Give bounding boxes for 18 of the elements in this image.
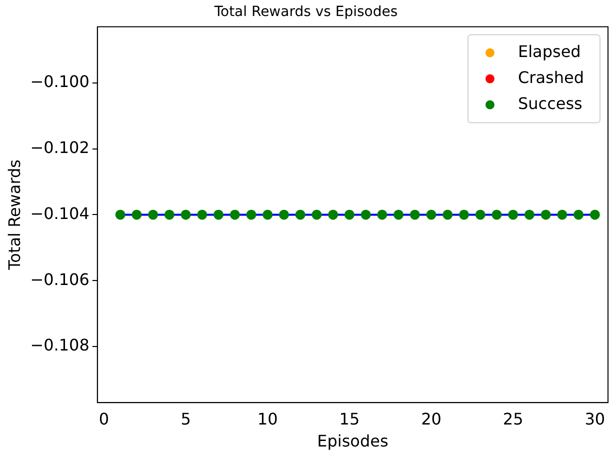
x-tick-label: 5 — [180, 409, 191, 428]
x-tick-label: 30 — [584, 409, 606, 428]
y-tick-label: −0.106 — [30, 270, 90, 289]
x-tick-label: 10 — [257, 409, 278, 428]
y-tick-label: −0.100 — [30, 72, 90, 91]
x-tick-label: 25 — [502, 409, 524, 428]
y-tick-label: −0.102 — [30, 138, 90, 157]
legend-label: Success — [518, 94, 582, 113]
x-tick-label: 20 — [421, 409, 442, 428]
x-axis-title: Episodes — [317, 432, 388, 451]
legend-label: Elapsed — [518, 42, 581, 61]
y-axis-title: Total Rewards — [4, 160, 24, 271]
y-tick-label: −0.104 — [30, 204, 90, 223]
chart-title: Total Rewards vs Episodes — [213, 4, 398, 20]
legend-label: Crashed — [518, 68, 584, 87]
x-tick-label: 0 — [98, 409, 110, 428]
x-tick-label: 15 — [339, 409, 360, 428]
y-tick-label: −0.108 — [30, 336, 90, 355]
